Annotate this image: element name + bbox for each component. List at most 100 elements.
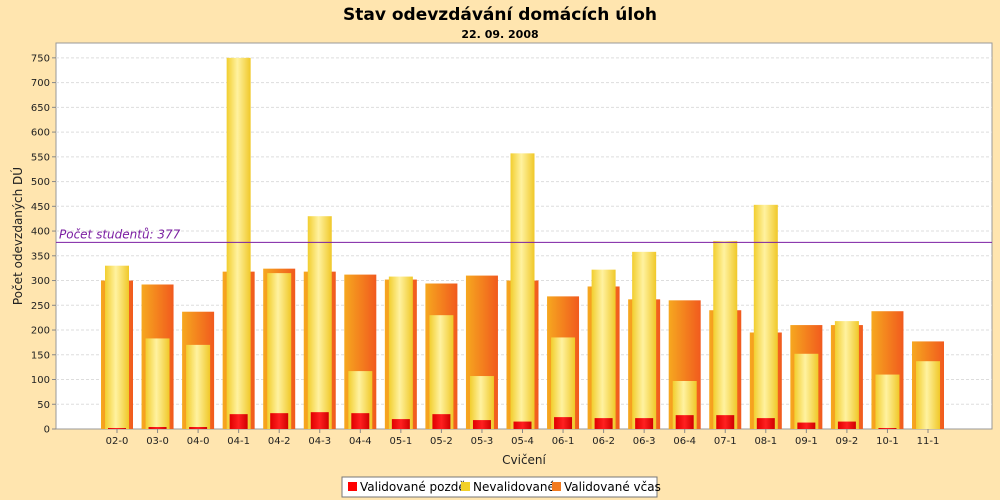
legend: Validované pozdě Nevalidované Validované… — [341, 476, 661, 498]
bar-unvalidated — [145, 338, 170, 429]
bar-group-04-4 — [344, 274, 377, 429]
bar-group-06-2 — [587, 269, 620, 429]
bars — [101, 57, 944, 429]
x-tick-label: 09-1 — [795, 436, 818, 447]
bar-group-06-1 — [547, 296, 580, 429]
x-tick-label: 09-2 — [836, 436, 859, 447]
bar-late — [513, 421, 532, 429]
legend-swatch-unvalidated — [461, 482, 470, 491]
y-tick-label: 400 — [31, 227, 50, 238]
x-axis-ticks: 02-0 03-0 04-0 04-1 04-2 04-3 04-4 05-1 05-2 05-3… — [106, 429, 940, 447]
x-tick-label: 04-3 — [308, 436, 331, 447]
bar-late — [797, 422, 816, 429]
bar-late — [351, 413, 370, 429]
bar-group-05-1 — [384, 276, 417, 429]
x-tick-label: 04-4 — [349, 436, 372, 447]
y-axis-label: Počet odevzdaných DÚ — [10, 167, 25, 305]
x-tick-label: 05-1 — [389, 436, 412, 447]
bar-unvalidated — [105, 265, 129, 429]
bar-unvalidated — [794, 353, 819, 429]
y-tick-label: 50 — [37, 400, 50, 411]
bar-late — [716, 415, 735, 429]
bar-group-08-1 — [749, 204, 782, 429]
bar-group-04-3 — [303, 216, 336, 429]
x-axis-label: Cvičení — [502, 453, 546, 467]
bar-late — [310, 412, 329, 429]
bar-group-03-0 — [141, 284, 174, 429]
y-tick-label: 300 — [31, 276, 50, 287]
y-tick-label: 0 — [44, 425, 50, 436]
y-tick-label: 250 — [31, 301, 50, 312]
y-tick-label: 600 — [31, 128, 50, 139]
x-tick-label: 05-3 — [471, 436, 494, 447]
bar-late — [189, 427, 208, 429]
y-tick-label: 550 — [31, 152, 50, 163]
bar-group-05-4 — [506, 153, 539, 429]
y-axis-ticks: 0 50 100 150 200 250 300 350 400 450 500 550 600 650 7… — [31, 53, 56, 436]
bar-group-04-2 — [263, 268, 296, 429]
x-tick-label: 06-4 — [673, 436, 696, 447]
legend-box — [341, 476, 658, 498]
bar-unvalidated — [632, 251, 657, 429]
bar-group-04-0 — [182, 311, 215, 429]
x-tick-label: 10-1 — [876, 436, 899, 447]
bar-unvalidated — [875, 374, 900, 429]
legend-swatch-late — [348, 482, 357, 491]
bar-unvalidated — [186, 344, 211, 429]
x-tick-label: 04-2 — [268, 436, 291, 447]
y-tick-label: 100 — [31, 375, 50, 386]
bar-group-02-0 — [101, 265, 133, 429]
x-tick-label: 04-1 — [227, 436, 250, 447]
bar-unvalidated — [429, 315, 454, 429]
x-tick-label: 06-1 — [552, 436, 575, 447]
legend-label-unvalidated: Nevalidované — [473, 480, 555, 494]
bar-late — [391, 419, 410, 429]
bar-group-04-1 — [222, 57, 255, 429]
bar-unvalidated — [591, 269, 616, 429]
bar-late — [229, 414, 248, 429]
bar-group-05-3 — [465, 275, 498, 429]
y-tick-label: 450 — [31, 202, 50, 213]
bar-unvalidated — [713, 240, 738, 429]
bar-unvalidated — [307, 216, 332, 429]
x-tick-label: 06-3 — [633, 436, 656, 447]
y-tick-label: 350 — [31, 251, 50, 262]
legend-label-late: Validované pozdě — [360, 480, 466, 494]
x-tick-label: 04-0 — [187, 436, 210, 447]
bar-unvalidated — [916, 361, 940, 429]
bar-group-10-1 — [871, 311, 904, 429]
bar-unvalidated — [551, 337, 576, 429]
bar-unvalidated — [753, 204, 778, 429]
bar-group-11-1 — [912, 341, 944, 429]
bar-unvalidated — [510, 153, 535, 429]
x-tick-label: 07-1 — [714, 436, 737, 447]
bar-unvalidated — [388, 276, 413, 429]
bar-late — [432, 414, 451, 429]
bar-late — [837, 421, 856, 429]
x-tick-label: 02-0 — [106, 436, 129, 447]
y-tick-label: 200 — [31, 326, 50, 337]
bar-unvalidated — [226, 57, 251, 429]
bar-group-06-3 — [628, 251, 661, 429]
bar-group-07-1 — [709, 240, 742, 429]
bar-late — [148, 427, 167, 429]
chart-title: Stav odevzdávání domácích úloh — [343, 5, 657, 25]
bar-late — [472, 420, 491, 429]
bar-group-06-4 — [668, 300, 701, 429]
bar-unvalidated — [834, 321, 859, 429]
bar-late — [878, 428, 897, 429]
y-tick-label: 150 — [31, 350, 50, 361]
bar-unvalidated — [267, 273, 292, 429]
y-tick-label: 700 — [31, 78, 50, 89]
bar-late — [594, 418, 613, 429]
bar-late — [554, 417, 573, 429]
x-tick-label: 08-1 — [754, 436, 777, 447]
bar-late — [635, 418, 654, 429]
x-tick-label: 06-2 — [592, 436, 615, 447]
bar-late — [108, 428, 126, 429]
bar-late — [756, 418, 775, 429]
bar-group-09-1 — [790, 325, 823, 429]
x-tick-label: 11-1 — [917, 436, 940, 447]
marker-label: Počet studentů: 377 — [59, 227, 181, 241]
